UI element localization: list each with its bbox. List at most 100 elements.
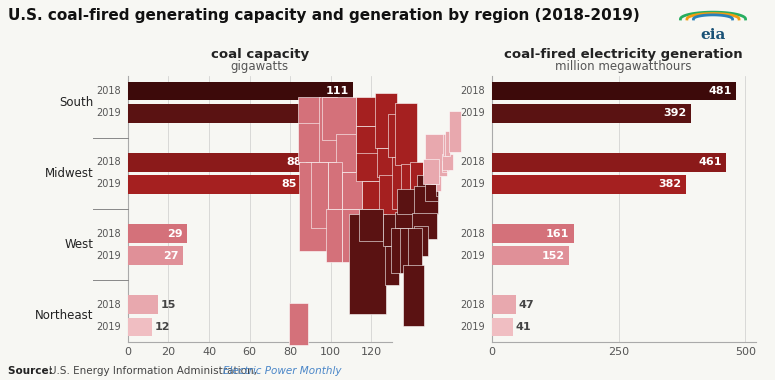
- Bar: [492, 104, 691, 122]
- Bar: [298, 162, 328, 251]
- Text: 85: 85: [281, 179, 296, 190]
- Text: 2018: 2018: [460, 228, 485, 239]
- Bar: [414, 185, 438, 214]
- Text: 481: 481: [708, 86, 732, 96]
- Bar: [336, 134, 356, 171]
- Bar: [342, 171, 362, 209]
- Bar: [391, 228, 401, 273]
- Text: Source:: Source:: [8, 366, 56, 376]
- Text: South: South: [59, 95, 93, 109]
- Text: 106: 106: [315, 108, 339, 118]
- Text: 382: 382: [659, 179, 681, 190]
- Text: million megawatthours: million megawatthours: [556, 60, 692, 73]
- Text: U.S. coal-fired generating capacity and generation by region (2018-2019): U.S. coal-fired generating capacity and …: [8, 8, 639, 23]
- Text: 47: 47: [518, 300, 534, 310]
- Bar: [362, 181, 383, 209]
- Bar: [395, 212, 419, 228]
- Text: eia: eia: [701, 28, 725, 42]
- Bar: [492, 153, 725, 172]
- Text: 2019: 2019: [96, 322, 121, 332]
- Bar: [492, 175, 686, 194]
- Bar: [356, 125, 377, 157]
- Bar: [128, 296, 158, 314]
- Bar: [417, 175, 431, 207]
- Text: 2019: 2019: [460, 322, 485, 332]
- Bar: [349, 214, 386, 314]
- Bar: [492, 224, 574, 243]
- Text: U.S. Energy Information Administration,: U.S. Energy Information Administration,: [49, 366, 260, 376]
- Text: 2019: 2019: [460, 251, 485, 261]
- Text: 2018: 2018: [460, 157, 485, 167]
- Bar: [449, 111, 461, 152]
- Bar: [492, 246, 569, 265]
- Bar: [492, 82, 735, 100]
- Bar: [384, 247, 399, 285]
- Text: 2018: 2018: [96, 228, 121, 239]
- Text: 152: 152: [542, 251, 565, 261]
- Text: 461: 461: [698, 157, 722, 167]
- Text: Electric Power Monthly: Electric Power Monthly: [223, 366, 342, 376]
- Text: West: West: [64, 238, 93, 251]
- Bar: [422, 159, 439, 184]
- Bar: [288, 303, 308, 345]
- Bar: [397, 189, 419, 214]
- Bar: [383, 214, 397, 247]
- Bar: [415, 226, 429, 256]
- Text: 161: 161: [546, 228, 570, 239]
- Bar: [442, 161, 447, 171]
- Bar: [443, 154, 453, 169]
- Bar: [436, 183, 438, 196]
- Text: 2018: 2018: [96, 86, 121, 96]
- Text: Northeast: Northeast: [35, 309, 93, 323]
- Text: 2018: 2018: [460, 86, 485, 96]
- Bar: [400, 228, 410, 273]
- Bar: [128, 153, 306, 172]
- Bar: [492, 296, 515, 314]
- Bar: [298, 123, 321, 162]
- Bar: [328, 162, 342, 209]
- Bar: [377, 148, 395, 177]
- Bar: [412, 213, 437, 239]
- Bar: [411, 162, 422, 196]
- Bar: [425, 184, 438, 201]
- Bar: [311, 162, 328, 228]
- Text: 2019: 2019: [96, 108, 121, 118]
- Text: 2018: 2018: [96, 300, 121, 310]
- Bar: [492, 318, 512, 336]
- Text: 111: 111: [326, 86, 349, 96]
- Bar: [408, 228, 422, 271]
- Text: 392: 392: [663, 108, 687, 118]
- Bar: [388, 114, 405, 157]
- Text: coal-fired electricity generation: coal-fired electricity generation: [505, 48, 743, 61]
- Text: 2018: 2018: [460, 300, 485, 310]
- Text: 41: 41: [515, 322, 531, 332]
- Text: 2019: 2019: [460, 108, 485, 118]
- Bar: [128, 175, 301, 194]
- Bar: [401, 164, 411, 201]
- Bar: [356, 153, 381, 181]
- Text: Midwest: Midwest: [45, 167, 93, 180]
- Text: 2019: 2019: [96, 179, 121, 190]
- Bar: [128, 82, 353, 100]
- Bar: [436, 168, 441, 191]
- Bar: [445, 131, 450, 155]
- Bar: [128, 104, 343, 122]
- Text: coal capacity: coal capacity: [211, 48, 308, 61]
- Bar: [128, 318, 152, 336]
- Text: 2019: 2019: [96, 251, 121, 261]
- Text: gigawatts: gigawatts: [231, 60, 289, 73]
- Text: 12: 12: [154, 322, 170, 332]
- Bar: [342, 209, 359, 263]
- Bar: [322, 97, 356, 139]
- Bar: [359, 209, 384, 241]
- Bar: [380, 175, 398, 218]
- Bar: [319, 97, 336, 162]
- Bar: [298, 97, 320, 129]
- Bar: [425, 134, 447, 176]
- Bar: [391, 157, 403, 209]
- Bar: [375, 93, 398, 148]
- Bar: [443, 134, 448, 155]
- Bar: [447, 162, 449, 171]
- Bar: [128, 246, 183, 265]
- Text: 2019: 2019: [460, 179, 485, 190]
